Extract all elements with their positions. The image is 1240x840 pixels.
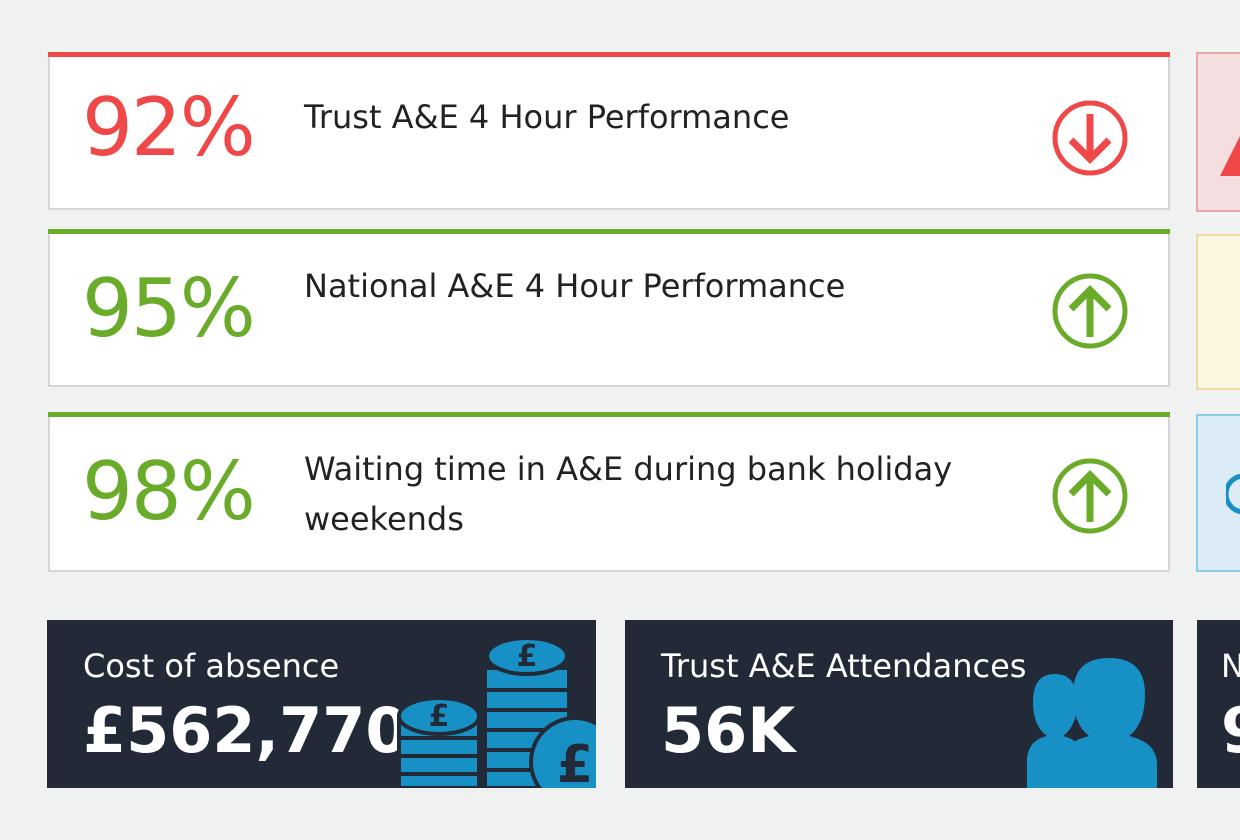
kpi-value: 92% bbox=[82, 81, 256, 174]
status-bar bbox=[48, 412, 1170, 417]
tile-cost-of-absence[interactable]: Cost of absence £562,770 £ £ £ bbox=[47, 620, 596, 788]
arrow-down-circle-icon bbox=[1052, 100, 1128, 176]
status-bar bbox=[48, 52, 1170, 57]
kpi-label: Trust A&E 4 Hour Performance bbox=[304, 98, 790, 136]
coins-icon: £ £ £ bbox=[397, 636, 596, 788]
tile-trust-attendances[interactable]: Trust A&E Attendances 56K bbox=[625, 620, 1173, 788]
circle-icon bbox=[1226, 474, 1240, 514]
side-panel-blue[interactable] bbox=[1196, 414, 1240, 572]
kpi-value: 95% bbox=[82, 262, 256, 355]
kpi-card-national-performance[interactable]: 95% National A&E 4 Hour Performance bbox=[48, 229, 1170, 387]
tile-value: 9 bbox=[1221, 694, 1240, 768]
tile-title: Trust A&E Attendances bbox=[661, 647, 1027, 685]
kpi-label: Waiting time in A&E during bank holiday … bbox=[304, 450, 953, 538]
svg-text:£: £ bbox=[429, 699, 450, 734]
tile-value: 56K bbox=[661, 694, 796, 767]
svg-text:£: £ bbox=[517, 639, 538, 674]
svg-text:£: £ bbox=[557, 735, 593, 788]
people-icon bbox=[1027, 658, 1157, 788]
kpi-value: 98% bbox=[82, 445, 256, 538]
tile-cropped[interactable]: N 9 bbox=[1197, 620, 1240, 788]
tile-value: £562,770 bbox=[83, 694, 409, 767]
arrow-up-circle-icon bbox=[1052, 273, 1128, 349]
side-panel-red[interactable] bbox=[1196, 52, 1240, 212]
status-bar bbox=[48, 229, 1170, 234]
tile-title: N bbox=[1221, 647, 1240, 685]
kpi-card-bank-holiday-waiting[interactable]: 98% Waiting time in A&E during bank holi… bbox=[48, 412, 1170, 572]
side-panel-yellow[interactable] bbox=[1196, 234, 1240, 390]
tile-title: Cost of absence bbox=[83, 647, 340, 685]
kpi-label: National A&E 4 Hour Performance bbox=[304, 267, 846, 305]
kpi-card-trust-performance[interactable]: 92% Trust A&E 4 Hour Performance bbox=[48, 52, 1170, 210]
arrow-up-circle-icon bbox=[1052, 458, 1128, 534]
warning-icon bbox=[1220, 136, 1240, 176]
